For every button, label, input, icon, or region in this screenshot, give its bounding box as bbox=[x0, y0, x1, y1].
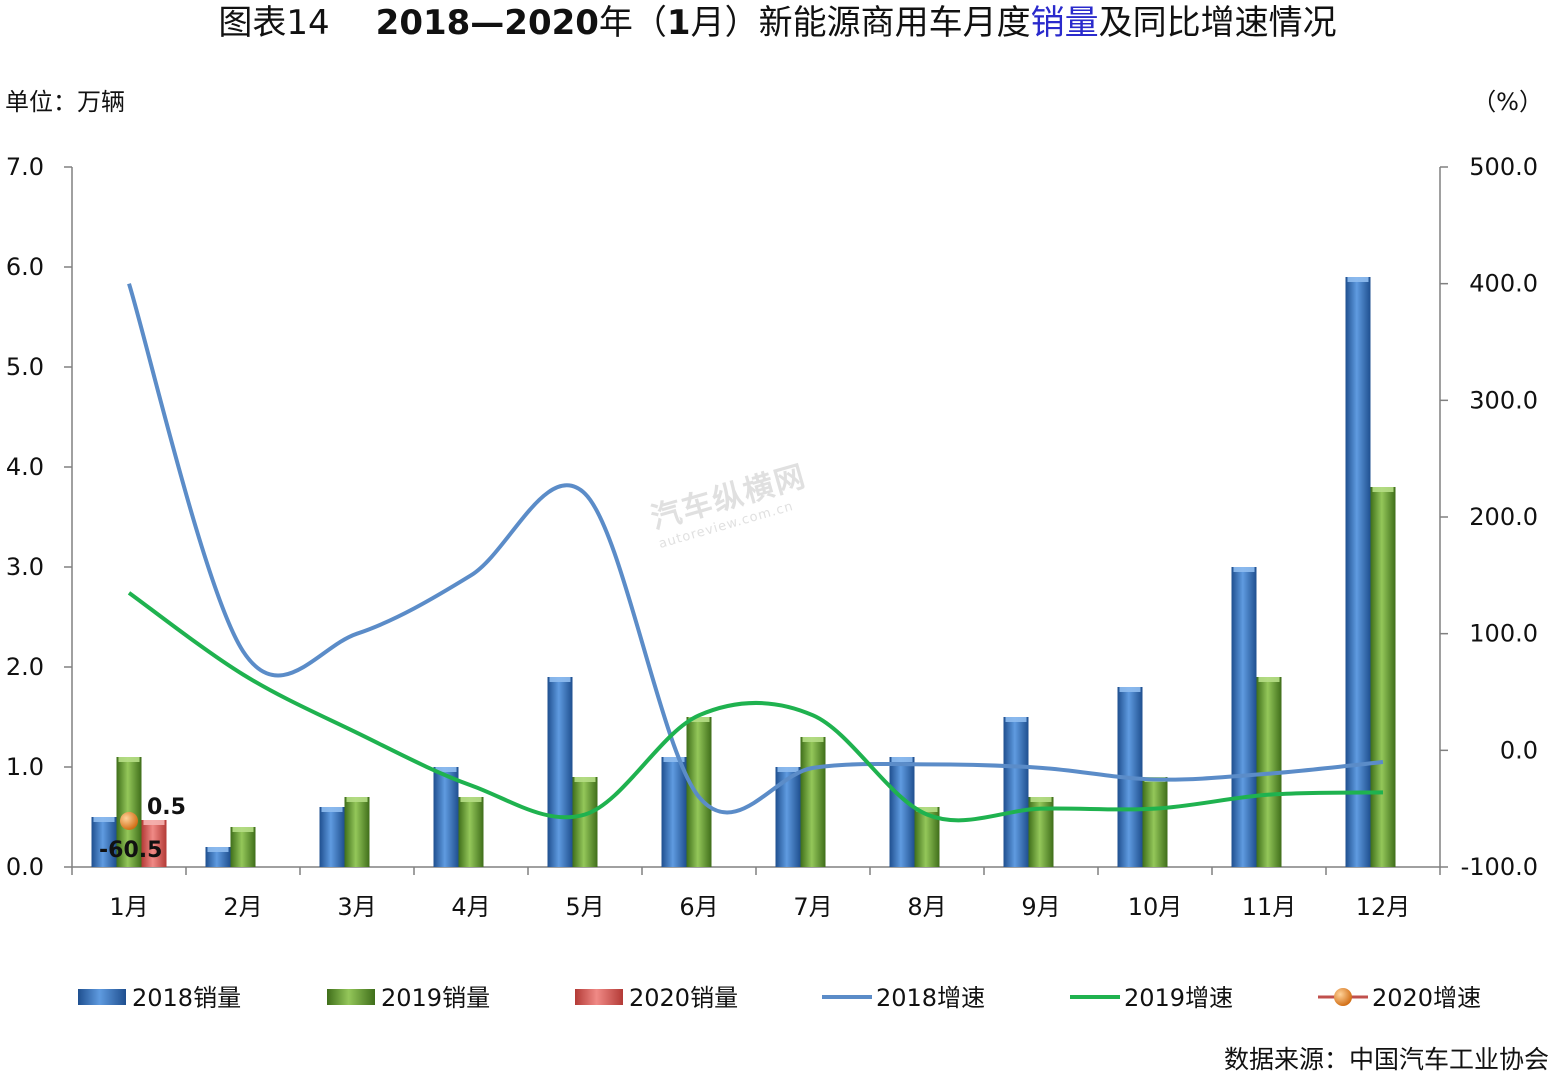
data-label-2020销量: 0.5 bbox=[147, 795, 186, 820]
chart-title: 图表14 2018—2020年（1月）新能源商用车月度销量及同比增速情况 bbox=[0, 0, 1555, 48]
right-tick-label: 300.0 bbox=[1469, 386, 1538, 414]
x-category-label: 2月 bbox=[223, 893, 262, 921]
title-month: 1 bbox=[666, 3, 691, 43]
bar-2018销量 bbox=[433, 767, 459, 867]
bar-cap-2019销量 bbox=[346, 797, 368, 802]
title-part-2: 年（ bbox=[598, 3, 667, 43]
left-tick-label: 0.0 bbox=[6, 853, 44, 881]
line-2018增速 bbox=[127, 283, 1384, 815]
bar-cap-2018销量 bbox=[207, 847, 229, 852]
bar-cap-2019销量 bbox=[574, 777, 596, 782]
bar-2018销量 bbox=[1345, 277, 1371, 867]
bar-cap-2018销量 bbox=[1005, 717, 1027, 722]
x-category-label: 3月 bbox=[337, 893, 376, 921]
bar-cap-2018销量 bbox=[93, 817, 115, 822]
bar-cap-2019销量 bbox=[460, 797, 482, 802]
x-category-label: 5月 bbox=[565, 893, 604, 921]
bar-2019销量 bbox=[1142, 777, 1168, 867]
bar-cap-2019销量 bbox=[802, 737, 824, 742]
figure-number: 图表14 bbox=[218, 3, 330, 43]
left-tick-label: 7.0 bbox=[6, 153, 44, 181]
left-tick-label: 5.0 bbox=[6, 353, 44, 381]
title-highlight: 销量 bbox=[1030, 3, 1099, 43]
bar-cap-2019销量 bbox=[232, 827, 254, 832]
right-tick-label: 400.0 bbox=[1469, 270, 1538, 298]
bar-2018销量 bbox=[1231, 567, 1257, 867]
x-category-label: 10月 bbox=[1128, 893, 1183, 921]
left-tick-label: 3.0 bbox=[6, 553, 44, 581]
right-axis-unit: （%） bbox=[1472, 88, 1543, 116]
bar-cap-2018销量 bbox=[663, 757, 685, 762]
bar-2019销量 bbox=[1370, 487, 1396, 867]
legend-label-2020增速: 2020增速 bbox=[1372, 984, 1481, 1012]
bar-cap-2018销量 bbox=[1119, 687, 1141, 692]
legend-swatch-2020销量 bbox=[575, 989, 623, 1005]
bar-cap-2018销量 bbox=[321, 807, 343, 812]
title-part-6: 及同比增速情况 bbox=[1098, 3, 1337, 43]
legend-label-2018增速: 2018增速 bbox=[876, 984, 985, 1012]
x-category-label: 12月 bbox=[1356, 893, 1411, 921]
bar-cap-2019销量 bbox=[118, 757, 140, 762]
right-tick-label: -100.0 bbox=[1461, 853, 1538, 881]
bar-2018销量 bbox=[1003, 717, 1029, 867]
x-category-label: 1月 bbox=[109, 893, 148, 921]
legend-label-2019增速: 2019增速 bbox=[1124, 984, 1233, 1012]
bar-cap-2018销量 bbox=[1347, 277, 1369, 282]
bar-cap-2018销量 bbox=[549, 677, 571, 682]
right-tick-label: 100.0 bbox=[1469, 620, 1538, 648]
point-2020增速 bbox=[120, 811, 138, 830]
bar-cap-2018销量 bbox=[1233, 567, 1255, 572]
bar-cap-2019销量 bbox=[1030, 797, 1052, 802]
x-category-label: 9月 bbox=[1021, 893, 1060, 921]
x-category-label: 6月 bbox=[679, 893, 718, 921]
bar-cap-2019销量 bbox=[916, 807, 938, 812]
bar-cap-2019销量 bbox=[1372, 487, 1394, 492]
bar-2018销量 bbox=[547, 677, 573, 867]
legend-label-2020销量: 2020销量 bbox=[629, 984, 738, 1012]
bar-2018销量 bbox=[889, 757, 915, 867]
title-years: 2018—2020 bbox=[375, 3, 599, 43]
bar-2018销量 bbox=[319, 807, 345, 867]
bar-2018销量 bbox=[661, 757, 687, 867]
right-tick-label: 200.0 bbox=[1469, 503, 1538, 531]
x-category-label: 7月 bbox=[793, 893, 832, 921]
left-tick-label: 6.0 bbox=[6, 253, 44, 281]
x-category-label: 8月 bbox=[907, 893, 946, 921]
bar-cap-2018销量 bbox=[891, 757, 913, 762]
bar-2019销量 bbox=[230, 827, 256, 867]
bar-2019销量 bbox=[686, 717, 712, 867]
bar-cap-2019销量 bbox=[688, 717, 710, 722]
data-label-2020增速: -60.5 bbox=[99, 838, 162, 863]
bar-2019销量 bbox=[344, 797, 370, 867]
bar-2019销量 bbox=[800, 737, 826, 867]
bar-2019销量 bbox=[458, 797, 484, 867]
bar-2019销量 bbox=[572, 777, 598, 867]
bar-cap-2018销量 bbox=[777, 767, 799, 772]
left-tick-label: 2.0 bbox=[6, 653, 44, 681]
x-category-label: 11月 bbox=[1242, 893, 1297, 921]
bar-cap-2018销量 bbox=[435, 767, 457, 772]
title-part-4: 月）新能源商用车月度 bbox=[690, 3, 1031, 43]
bar-2018销量 bbox=[91, 817, 117, 867]
legend-label-2018销量: 2018销量 bbox=[132, 984, 241, 1012]
right-tick-label: 0.0 bbox=[1500, 736, 1538, 764]
bar-cap-2020销量 bbox=[143, 820, 165, 825]
legend-marker-2020增速 bbox=[1334, 988, 1352, 1006]
bar-cap-2019销量 bbox=[1258, 677, 1280, 682]
right-tick-label: 500.0 bbox=[1469, 153, 1538, 181]
legend-label-2019销量: 2019销量 bbox=[381, 984, 490, 1012]
data-source: 数据来源：中国汽车工业协会 bbox=[1223, 1045, 1549, 1074]
left-tick-label: 4.0 bbox=[6, 453, 44, 481]
x-category-label: 4月 bbox=[451, 893, 490, 921]
bar-2018销量 bbox=[775, 767, 801, 867]
legend-swatch-2019销量 bbox=[327, 989, 375, 1005]
legend-swatch-2018销量 bbox=[78, 989, 126, 1005]
bar-2020销量 bbox=[141, 820, 167, 867]
left-tick-label: 1.0 bbox=[6, 753, 44, 781]
line-2019增速 bbox=[127, 591, 1384, 823]
left-axis-unit: 单位：万辆 bbox=[5, 88, 125, 116]
